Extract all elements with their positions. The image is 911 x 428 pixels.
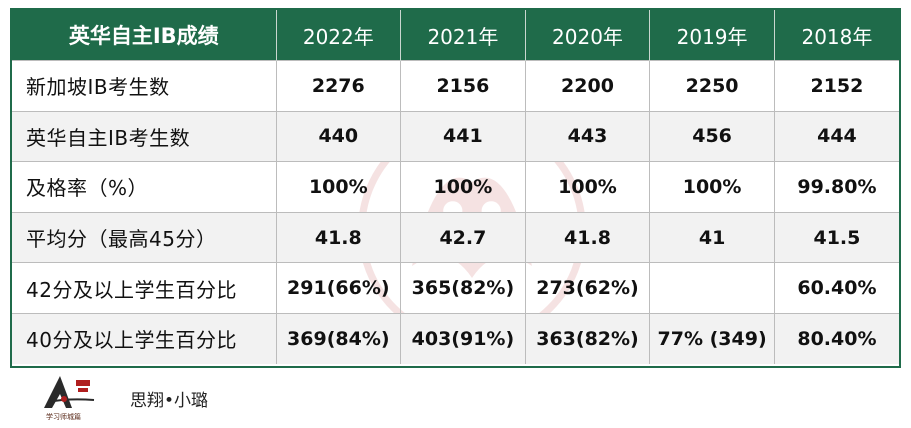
- table-cell: 80.40%: [774, 312, 899, 364]
- table-row: 平均分（最高45分） 41.8 42.7 41.8 41 41.5: [12, 211, 899, 263]
- table-row: 新加坡IB考生数 2276 2156 2200 2250 2152: [12, 60, 899, 112]
- table-cell: 2156: [400, 60, 526, 112]
- table-cell: 41.8: [276, 211, 402, 263]
- ib-results-table: 英华自主IB成绩 2022年 2021年 2020年 2019年 2018年 新…: [12, 10, 899, 364]
- logo-caption: 学习师城篇: [46, 413, 81, 421]
- table-cell: 443: [525, 110, 651, 162]
- footer-branding: 学习师城篇 思翔•小璐: [38, 372, 338, 424]
- table-row: 40分及以上学生百分比 369(84%) 403(91%) 363(82%) 7…: [12, 312, 899, 364]
- row-label: 及格率（%）: [12, 161, 277, 213]
- table-cell: 2276: [276, 60, 402, 112]
- brand-name: 思翔•小璐: [130, 391, 209, 411]
- row-label: 40分及以上学生百分比: [12, 312, 277, 364]
- results-table-frame: 英华自主IB成绩 2022年 2021年 2020年 2019年 2018年 新…: [10, 8, 901, 368]
- column-header-2021: 2021年: [400, 10, 526, 61]
- table-cell: 273(62%): [525, 262, 651, 314]
- table-row: 及格率（%） 100% 100% 100% 100% 99.80%: [12, 161, 899, 213]
- table-cell: 440: [276, 110, 402, 162]
- row-label: 新加坡IB考生数: [12, 60, 277, 112]
- table-cell: 2200: [525, 60, 651, 112]
- column-header-2019: 2019年: [649, 10, 775, 61]
- table-cell: 444: [774, 110, 899, 162]
- table-cell: 369(84%): [276, 312, 402, 364]
- table-cell: 2152: [774, 60, 899, 112]
- table-cell: 456: [649, 110, 775, 162]
- table-row: 英华自主IB考生数 440 441 443 456 444: [12, 110, 899, 162]
- table-header-title: 英华自主IB成绩: [12, 10, 277, 61]
- table-cell: 100%: [525, 161, 651, 213]
- table-cell: 77% (349): [649, 312, 775, 364]
- table-cell: [649, 262, 775, 314]
- table-cell: 363(82%): [525, 312, 651, 364]
- logo-icon: [44, 376, 95, 408]
- table-cell: 42.7: [400, 211, 526, 263]
- row-label: 平均分（最高45分）: [12, 211, 277, 263]
- table-cell: 100%: [649, 161, 775, 213]
- table-cell: 291(66%): [276, 262, 402, 314]
- table-cell: 41.8: [525, 211, 651, 263]
- table-header-row: 英华自主IB成绩 2022年 2021年 2020年 2019年 2018年: [12, 10, 899, 61]
- column-header-2018: 2018年: [774, 10, 899, 61]
- table-cell: 365(82%): [400, 262, 526, 314]
- table-row: 42分及以上学生百分比 291(66%) 365(82%) 273(62%) 6…: [12, 262, 899, 314]
- table-cell: 41.5: [774, 211, 899, 263]
- table-cell: 41: [649, 211, 775, 263]
- row-label: 英华自主IB考生数: [12, 110, 277, 162]
- table-cell: 441: [400, 110, 526, 162]
- row-label: 42分及以上学生百分比: [12, 262, 277, 314]
- column-header-2022: 2022年: [276, 10, 402, 61]
- table-cell: 99.80%: [774, 161, 899, 213]
- table-cell: 2250: [649, 60, 775, 112]
- table-cell: 403(91%): [400, 312, 526, 364]
- table-cell: 100%: [400, 161, 526, 213]
- table-cell: 60.40%: [774, 262, 899, 314]
- column-header-2020: 2020年: [525, 10, 651, 61]
- table-cell: 100%: [276, 161, 402, 213]
